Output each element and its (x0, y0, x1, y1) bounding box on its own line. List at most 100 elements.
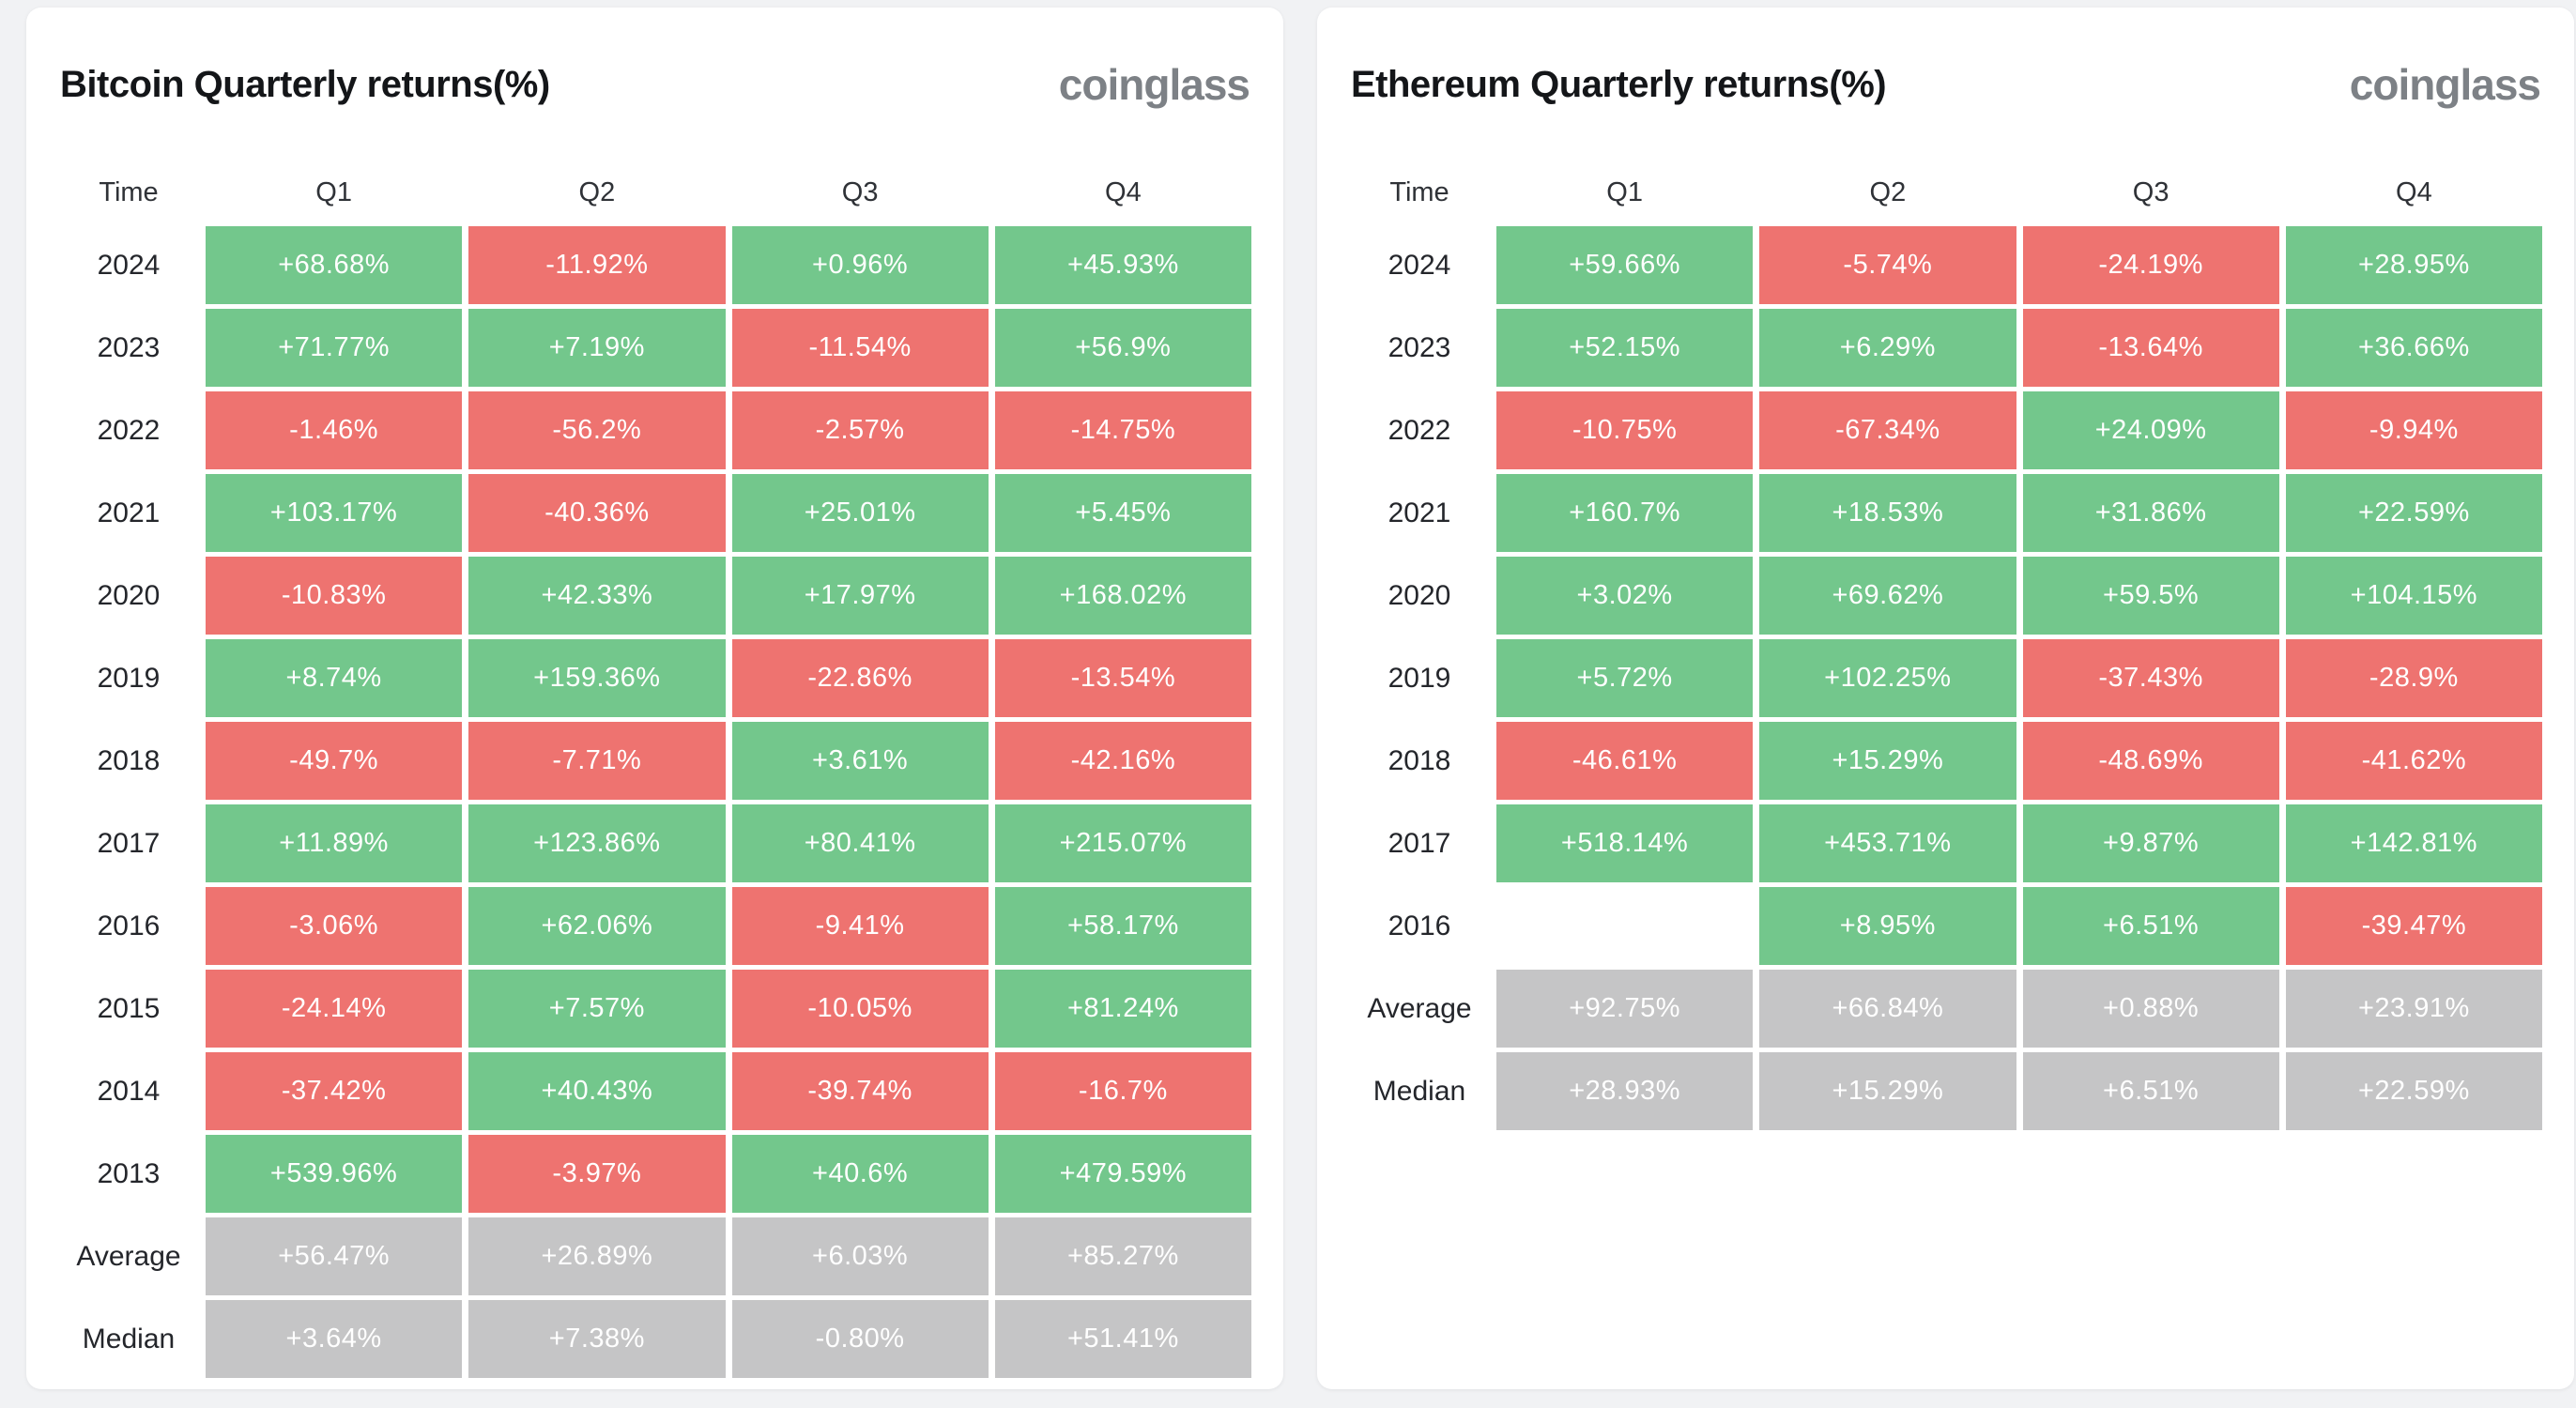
bitcoin-returns-card: Bitcoin Quarterly returns(%) coinglass T… (26, 8, 1283, 1389)
row-label: 2016 (1349, 887, 1490, 965)
returns-table-ethereum: Time Q1 Q2 Q3 Q4 2024 +59.66% -5.74% -24.19% +28.… (1349, 163, 2542, 1130)
time-column-header: Time (1389, 176, 1449, 207)
return-cell: +15.29% (1759, 1052, 2016, 1130)
row-label: Median (58, 1300, 199, 1378)
row-label: 2019 (58, 639, 199, 717)
quarter-column-header: Q3 (841, 176, 879, 207)
return-cell: +142.81% (2285, 804, 2542, 882)
return-cell: +453.71% (1759, 804, 2016, 882)
return-cell: +28.93% (1496, 1052, 1754, 1130)
return-cell: -22.86% (731, 639, 989, 717)
return-cell: +6.03% (731, 1217, 989, 1295)
return-cell: -40.36% (468, 474, 726, 552)
return-cell: -46.61% (1496, 722, 1754, 800)
return-cell: +3.64% (206, 1300, 463, 1378)
coinglass-logo: coinglass (1058, 60, 1250, 109)
return-cell: +215.07% (994, 804, 1251, 882)
return-cell: +3.61% (731, 722, 989, 800)
return-cell: +7.57% (468, 970, 726, 1048)
return-cell: -42.16% (994, 722, 1251, 800)
return-cell: +18.53% (1759, 474, 2016, 552)
row-label: 2013 (58, 1135, 199, 1213)
row-label: Median (1349, 1052, 1490, 1130)
return-cell: +123.86% (468, 804, 726, 882)
return-cell: -7.71% (468, 722, 726, 800)
return-cell: +6.51% (2022, 887, 2279, 965)
row-label: 2021 (1349, 474, 1490, 552)
return-cell: +7.19% (468, 309, 726, 387)
card-title-ethereum: Ethereum Quarterly returns(%) (1351, 63, 1887, 105)
return-cell: +17.97% (731, 557, 989, 635)
return-cell: +40.6% (731, 1135, 989, 1213)
return-cell: +31.86% (2022, 474, 2279, 552)
return-cell: -1.46% (206, 391, 463, 469)
return-cell: +80.41% (731, 804, 989, 882)
row-label: 2018 (58, 722, 199, 800)
quarter-column-header: Q2 (578, 176, 616, 207)
return-cell: +66.84% (1759, 970, 2016, 1048)
return-cell: -41.62% (2285, 722, 2542, 800)
return-cell: -24.14% (206, 970, 463, 1048)
return-cell: -9.94% (2285, 391, 2542, 469)
return-cell: -49.7% (206, 722, 463, 800)
return-cell: +518.14% (1496, 804, 1754, 882)
return-cell: -10.75% (1496, 391, 1754, 469)
return-cell: +104.15% (2285, 557, 2542, 635)
return-cell: -13.64% (2022, 309, 2279, 387)
return-cell: -11.54% (731, 309, 989, 387)
row-label: 2023 (1349, 309, 1490, 387)
quarter-column-header: Q4 (1105, 176, 1142, 207)
row-label: 2017 (58, 804, 199, 882)
return-cell: +68.68% (206, 226, 463, 304)
return-cell: -14.75% (994, 391, 1251, 469)
quarter-column-header: Q1 (1606, 176, 1643, 207)
return-cell: +6.51% (2022, 1052, 2279, 1130)
return-cell: +6.29% (1759, 309, 2016, 387)
time-column-header: Time (99, 176, 159, 207)
row-label: 2024 (1349, 226, 1490, 304)
return-cell: -11.92% (468, 226, 726, 304)
return-cell: +26.89% (468, 1217, 726, 1295)
coinglass-logo: coinglass (2349, 60, 2541, 109)
return-cell: +56.47% (206, 1217, 463, 1295)
return-cell: -2.57% (731, 391, 989, 469)
return-cell: +85.27% (994, 1217, 1251, 1295)
return-cell: -37.43% (2022, 639, 2279, 717)
return-cell: +28.95% (2285, 226, 2542, 304)
return-cell: +22.59% (2285, 1052, 2542, 1130)
return-cell: +42.33% (468, 557, 726, 635)
return-cell: -10.05% (731, 970, 989, 1048)
row-label: 2023 (58, 309, 199, 387)
return-cell: +168.02% (994, 557, 1251, 635)
return-cell: -56.2% (468, 391, 726, 469)
return-cell: -9.41% (731, 887, 989, 965)
return-cell: +51.41% (994, 1300, 1251, 1378)
row-label: 2020 (1349, 557, 1490, 635)
return-cell: +59.66% (1496, 226, 1754, 304)
quarter-column-header: Q1 (315, 176, 352, 207)
quarter-column-header: Q4 (2396, 176, 2432, 207)
return-cell: +45.93% (994, 226, 1251, 304)
return-cell: +479.59% (994, 1135, 1251, 1213)
return-cell: +23.91% (2285, 970, 2542, 1048)
row-label: 2016 (58, 887, 199, 965)
return-cell: +71.77% (206, 309, 463, 387)
return-cell: +5.72% (1496, 639, 1754, 717)
row-label: 2015 (58, 970, 199, 1048)
return-cell: +59.5% (2022, 557, 2279, 635)
row-label: Average (1349, 970, 1490, 1048)
card-header: Ethereum Quarterly returns(%) coinglass (1349, 56, 2542, 113)
row-label: 2020 (58, 557, 199, 635)
return-cell: +15.29% (1759, 722, 2016, 800)
return-cell: -67.34% (1759, 391, 2016, 469)
return-cell: +24.09% (2022, 391, 2279, 469)
return-cell: +9.87% (2022, 804, 2279, 882)
return-cell: +81.24% (994, 970, 1251, 1048)
return-cell: +69.62% (1759, 557, 2016, 635)
return-cell: +52.15% (1496, 309, 1754, 387)
return-cell: +40.43% (468, 1052, 726, 1130)
return-cell: +36.66% (2285, 309, 2542, 387)
row-label: 2017 (1349, 804, 1490, 882)
return-cell: +159.36% (468, 639, 726, 717)
